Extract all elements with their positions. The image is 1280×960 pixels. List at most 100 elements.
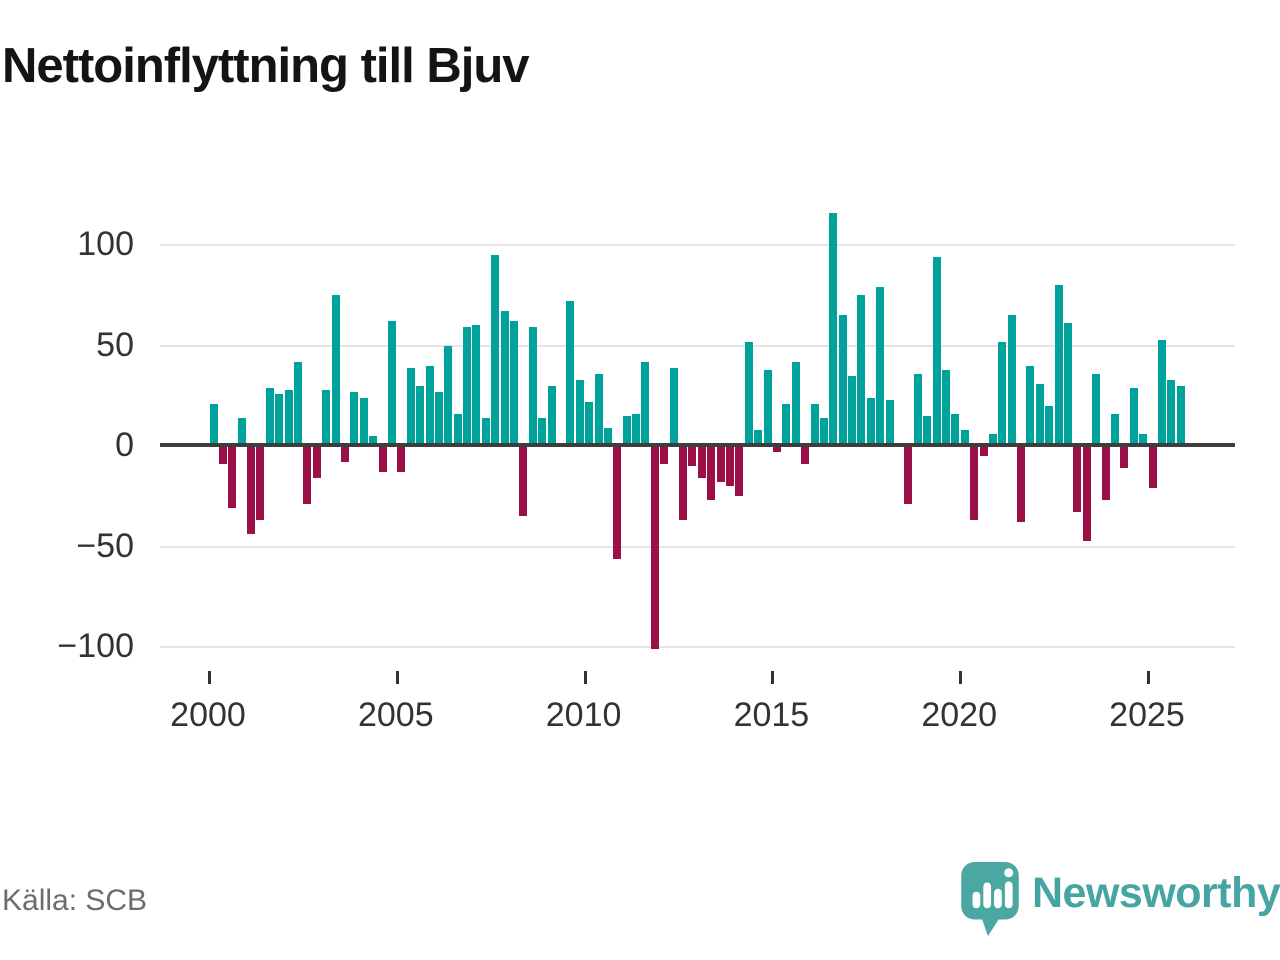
bar bbox=[622, 415, 631, 446]
bar bbox=[932, 257, 941, 446]
gridline bbox=[160, 646, 1235, 648]
bar bbox=[782, 403, 791, 446]
bar bbox=[387, 321, 396, 446]
y-axis-tick-label: 0 bbox=[115, 426, 134, 464]
newsworthy-logo-text: Newsworthy bbox=[1032, 869, 1280, 917]
bar bbox=[481, 417, 490, 446]
bar bbox=[397, 446, 406, 473]
bar bbox=[491, 255, 500, 446]
bar bbox=[726, 446, 734, 487]
y-axis-tick-label: −100 bbox=[57, 627, 134, 665]
bar bbox=[1110, 413, 1119, 446]
gridline bbox=[160, 344, 1235, 347]
bar bbox=[1082, 446, 1091, 541]
bar bbox=[1026, 365, 1035, 446]
bar bbox=[857, 295, 866, 446]
bar bbox=[566, 301, 575, 446]
bar bbox=[660, 446, 669, 465]
bar bbox=[632, 413, 640, 446]
x-axis-tick-mark bbox=[771, 671, 775, 684]
bar bbox=[303, 446, 312, 505]
bar bbox=[416, 385, 425, 446]
bar bbox=[1148, 446, 1157, 489]
bar bbox=[472, 325, 481, 446]
bar bbox=[1035, 383, 1044, 446]
bar bbox=[247, 446, 256, 535]
bar bbox=[265, 387, 274, 446]
x-axis-tick-mark bbox=[208, 671, 211, 684]
bar bbox=[613, 446, 622, 559]
bar bbox=[1017, 446, 1025, 523]
bar bbox=[819, 417, 828, 446]
bar bbox=[735, 446, 744, 497]
bar bbox=[960, 429, 969, 446]
bar bbox=[885, 399, 894, 446]
newsworthy-logo-icon bbox=[961, 862, 1019, 943]
bar bbox=[500, 311, 509, 446]
x-axis-tick-mark bbox=[1147, 671, 1150, 684]
bar bbox=[1120, 446, 1129, 469]
bar bbox=[866, 397, 875, 446]
x-axis-tick-label: 2000 bbox=[170, 696, 246, 734]
bar bbox=[463, 327, 471, 446]
y-axis-tick-label: 100 bbox=[77, 225, 134, 263]
bar bbox=[444, 345, 453, 446]
gridline bbox=[160, 244, 1235, 246]
newsworthy-logo bbox=[961, 862, 1019, 943]
bar bbox=[331, 295, 340, 446]
bar bbox=[510, 321, 518, 446]
bar bbox=[941, 369, 950, 446]
bar bbox=[641, 361, 650, 446]
bar bbox=[1139, 433, 1148, 446]
bar bbox=[679, 446, 687, 521]
source-label: Källa: SCB bbox=[2, 884, 148, 917]
bar bbox=[876, 287, 885, 446]
bar bbox=[237, 417, 246, 446]
bar bbox=[772, 446, 781, 452]
bar bbox=[988, 433, 997, 446]
bar bbox=[829, 212, 838, 446]
bar bbox=[294, 361, 302, 446]
bar bbox=[341, 446, 349, 463]
bar bbox=[1054, 285, 1063, 446]
x-axis-tick-label: 2005 bbox=[357, 696, 434, 734]
bar bbox=[801, 446, 810, 465]
bar bbox=[1064, 323, 1072, 446]
bar bbox=[209, 403, 218, 446]
bar bbox=[378, 446, 387, 473]
bar bbox=[594, 373, 603, 446]
bar bbox=[913, 373, 922, 446]
x-axis-tick-label: 2025 bbox=[1109, 696, 1185, 734]
bar bbox=[547, 385, 556, 446]
bar bbox=[1129, 387, 1138, 446]
bar bbox=[322, 389, 331, 446]
bar bbox=[810, 403, 819, 446]
bar bbox=[904, 446, 913, 505]
bar bbox=[1157, 339, 1166, 446]
x-axis-tick-label: 2020 bbox=[921, 696, 997, 734]
zero-axis-line bbox=[160, 443, 1235, 447]
bar bbox=[284, 389, 293, 446]
bar bbox=[650, 446, 659, 649]
x-axis-tick-mark bbox=[395, 671, 399, 684]
x-axis-tick-mark bbox=[583, 671, 587, 684]
bar bbox=[359, 397, 368, 446]
bar bbox=[585, 401, 594, 446]
x-axis-tick-mark bbox=[959, 671, 963, 684]
bar bbox=[998, 341, 1007, 446]
bar bbox=[744, 341, 753, 446]
bar bbox=[434, 391, 443, 446]
bar bbox=[1007, 315, 1016, 446]
bar bbox=[369, 435, 378, 446]
bar bbox=[1167, 379, 1176, 446]
bar bbox=[406, 367, 415, 446]
bar bbox=[707, 446, 716, 501]
bar bbox=[763, 369, 772, 446]
y-axis-tick-label: −50 bbox=[76, 526, 134, 565]
gridline bbox=[160, 545, 1235, 548]
x-axis-tick-label: 2010 bbox=[545, 696, 622, 734]
bar bbox=[228, 446, 237, 509]
bar bbox=[603, 427, 612, 446]
bar bbox=[256, 446, 265, 521]
